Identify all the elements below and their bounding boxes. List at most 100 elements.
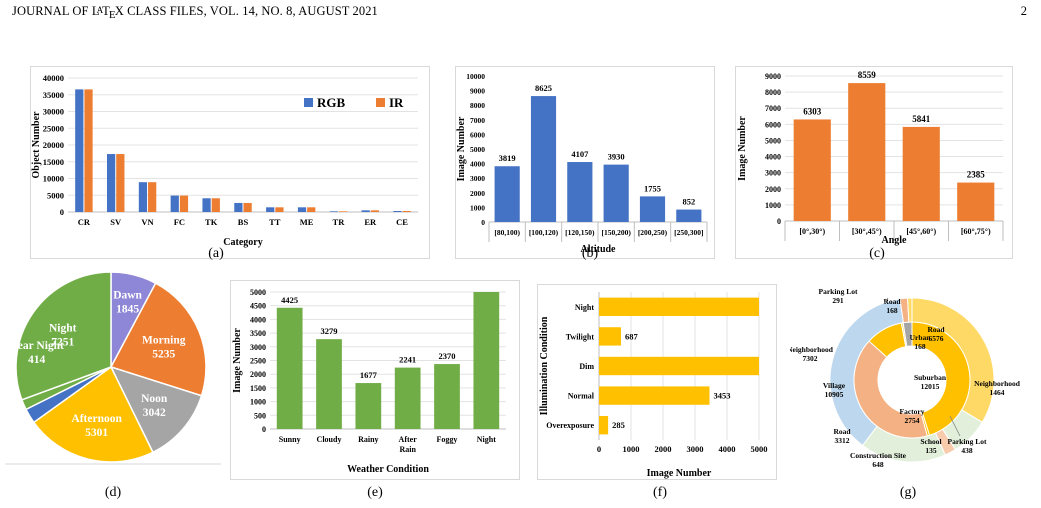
chart-e-ytick-label: 4500	[250, 302, 266, 311]
chart-a-legend-label: RGB	[317, 95, 346, 110]
chart-c-ytick-label: 2000	[765, 185, 781, 194]
chart-g-segment-label: Parking Lot	[948, 437, 987, 446]
chart-b-bar-value	[530, 96, 557, 222]
caption-d: (d)	[104, 485, 122, 500]
latex-logo-a: A	[96, 5, 104, 15]
chart-e-bar-value	[434, 364, 460, 429]
chart-a-bar-rgb	[234, 202, 243, 212]
chart-c-ytick-label: 9000	[765, 72, 781, 81]
chart-b-bar-value	[494, 166, 520, 222]
chart-c-ytick-label: 0	[777, 217, 781, 226]
chart-e-ytick-label: 2000	[250, 370, 266, 379]
chart-c-ytick-label: 1000	[765, 201, 781, 210]
chart-a-bar-ir	[370, 210, 379, 212]
chart-a-xaxis-title: Category	[223, 237, 262, 248]
chart-a-legend-swatch	[304, 98, 313, 107]
chart-d-slice-value: 1845	[116, 304, 139, 316]
chart-a-ytick-label: 5000	[47, 190, 64, 200]
chart-g-segment-label: Urban	[910, 333, 932, 342]
chart-c-bar-value	[848, 83, 886, 221]
chart-c-xaxis-title: Angle	[882, 235, 908, 246]
chart-c-ytick-label: 3000	[765, 169, 781, 178]
chart-b-data-label: 8625	[535, 83, 552, 93]
chart-g-segment-label: Construction Site	[850, 451, 907, 460]
chart-d-slice-label: Night	[49, 322, 77, 334]
chart-e-ytick-label: 1500	[250, 384, 266, 393]
chart-f-bar	[599, 327, 621, 346]
chart-a-xtick-label: TT	[269, 217, 281, 227]
chart-c-xtick-label: [45°,60°)	[906, 227, 936, 236]
chart-b-data-label: 4107	[571, 149, 589, 159]
chart-c-bar-value	[793, 119, 831, 221]
chart-f-xtick-label: 5000	[751, 444, 768, 454]
chart-c-data-label: 8559	[858, 70, 877, 80]
chart-a-bar-rgb	[138, 182, 148, 212]
chart-e-ytick-label: 3500	[250, 329, 266, 338]
chart-a-xtick-label: VN	[141, 217, 154, 227]
chart-b-bar-value	[603, 164, 629, 222]
chart-d-slice-label: Morning	[142, 334, 186, 346]
chart-c-ytick-label: 8000	[765, 88, 781, 97]
caption-e: (e)	[367, 485, 383, 500]
chart-e-ytick-label: 5000	[250, 288, 266, 297]
chart-e-bar-value	[355, 383, 382, 429]
chart-a-ytick-label: 40000	[43, 73, 64, 83]
chart-a-legend-swatch	[376, 98, 385, 107]
chart-g-segment-value: 10905	[825, 390, 844, 399]
chart-c-ytick-label: 5000	[765, 136, 781, 145]
chart-a-bar-ir	[307, 207, 316, 212]
chart-a-xtick-label: BS	[238, 217, 249, 227]
chart-a-xtick-label: ME	[300, 217, 314, 227]
chart-a-ytick-label: 10000	[43, 174, 64, 184]
chart-a-xtick-label: SV	[110, 217, 122, 227]
chart-e-data-label: 3279	[321, 326, 338, 336]
chart-d-slice-label: Noon	[141, 393, 168, 405]
chart-c-data-label: 5841	[912, 114, 931, 124]
chart-a-legend-label: IR	[389, 95, 404, 110]
chart-g-segment-value: 291	[832, 296, 844, 305]
chart-f-xtick-label: 2000	[655, 444, 672, 454]
chart-a-object-number-by-category: 0 5000 10000 15000 20000 25000 30000 35000 40000…	[30, 66, 430, 259]
chart-f-ytick-label: Night	[575, 303, 594, 312]
chart-g-segment-label: Village	[823, 381, 846, 390]
chart-g-segment-label: Neighborhood	[974, 379, 1021, 388]
caption-c: (c)	[869, 246, 885, 261]
chart-a-bar-rgb	[75, 89, 84, 212]
chart-a-bar-rgb	[393, 210, 402, 212]
chart-e-data-label: 2241	[399, 355, 416, 365]
chart-c-data-label: 2385	[967, 170, 986, 180]
chart-a-bar-rgb	[202, 198, 211, 212]
chart-a-frame	[30, 66, 430, 259]
chart-a-bar-rgb	[170, 195, 179, 212]
chart-g-segment-value: 2754	[905, 416, 920, 425]
chart-f-xtick-label: 0	[597, 444, 601, 454]
chart-e-ytick-label: 4000	[250, 315, 266, 324]
chart-a-xtick-label: CE	[396, 217, 408, 227]
chart-a-bar-ir	[211, 198, 220, 212]
chart-a-ytick-label: 30000	[43, 107, 64, 117]
chart-e-image-number-by-weather: 0 500 1000 1500 2000 2500 3000 3500 4000 4500 5000…	[230, 280, 520, 480]
caption-g: (g)	[899, 485, 917, 500]
chart-c-bar-value	[902, 126, 940, 221]
chart-a-yaxis-title: Object Number	[31, 111, 42, 178]
chart-e-xtick-label: Sunny	[279, 435, 301, 444]
chart-a-xtick-label: TK	[205, 217, 218, 227]
chart-c-xtick-label: [30°,45°)	[852, 227, 882, 236]
chart-f-xtick-label: 1000	[623, 444, 640, 454]
chart-f-frame	[537, 284, 777, 480]
chart-f-data-label: 285	[612, 420, 625, 430]
chart-a-bar-ir	[116, 154, 125, 212]
chart-e-yaxis-title: Image Number	[232, 328, 243, 393]
chart-b-image-number-by-altitude: 0 1000 2000 3000 4000 5000 6000 7000 8000 9000 100…	[455, 66, 715, 259]
chart-a-bar-ir	[338, 211, 348, 212]
chart-e-ytick-label: 2500	[250, 357, 266, 366]
chart-a-ytick-label: 20000	[43, 140, 64, 150]
chart-g-segment-value: 168	[886, 306, 898, 315]
chart-e-xtick-label: After	[399, 435, 418, 444]
chart-g-segment-value: 6576	[929, 334, 944, 343]
chart-b-ytick-label: 2000	[470, 189, 485, 198]
chart-a-xtick-label: ER	[364, 217, 377, 227]
chart-e-ytick-label: 500	[254, 411, 266, 420]
caption-a: (a)	[208, 246, 224, 261]
chart-g-segment-label: Road	[883, 297, 901, 306]
